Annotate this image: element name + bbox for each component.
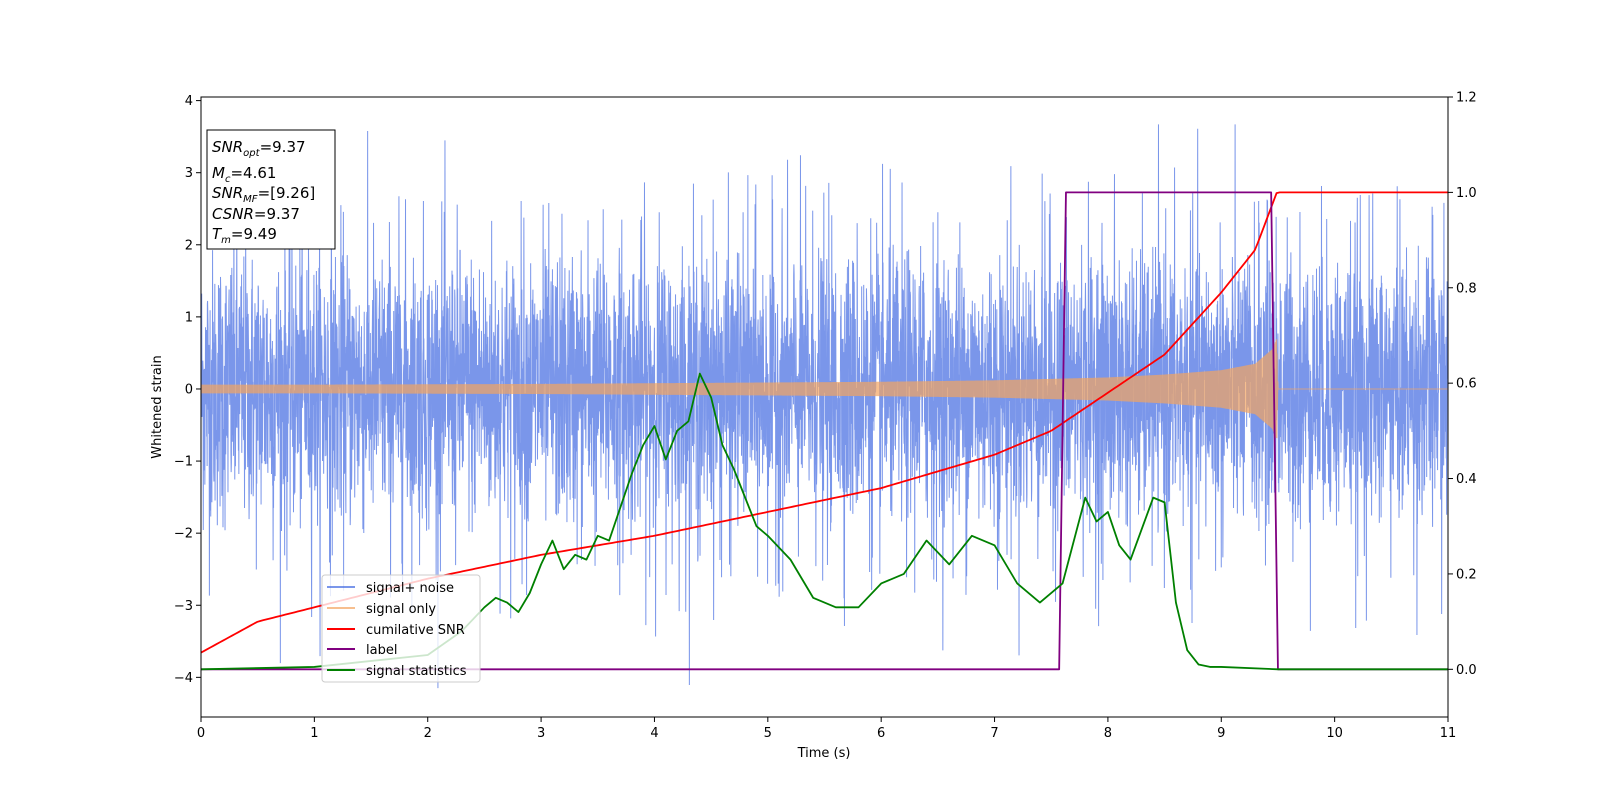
legend-label-cumulative-snr: cumilative SNR <box>366 623 465 638</box>
y-left-tick-label-5: 1 <box>185 310 193 325</box>
x-tick-label-6: 6 <box>877 726 885 741</box>
info-box-frame <box>206 129 336 250</box>
info-box: SNRopt=9.37 Mc=4.61 SNRMF=[9.26] CSNR=9.… <box>206 129 336 250</box>
y-right-tick-label-2: 0.4 <box>1456 472 1477 487</box>
y-left-tick-label-2: −2 <box>174 527 193 542</box>
y-left-tick-label-3: −1 <box>174 455 193 470</box>
y-left-tick-label-4: 0 <box>185 382 193 397</box>
y-right-tick-label-4: 0.8 <box>1456 281 1477 296</box>
y-right-tick-label-6: 1.2 <box>1456 91 1477 106</box>
legend-label-signal-only: signal only <box>366 602 436 617</box>
axes-layer: 0 1 2 3 4 5 6 7 8 9 10 11 −4 −3 −2 −1 0 1 2 3 4 0.0 0.2 0.4 0.6 0… <box>174 91 1477 742</box>
legend-frame <box>321 574 481 683</box>
y-left-tick-label-7: 3 <box>185 166 193 181</box>
x-tick-label-7: 7 <box>990 726 998 741</box>
y-right-tick-label-1: 0.2 <box>1456 567 1477 582</box>
x-tick-label-4: 4 <box>650 726 658 741</box>
legend-label-signal-statistics: signal statistics <box>366 664 467 679</box>
y-left-tick-label-1: −3 <box>174 599 193 614</box>
y-left-tick-label-6: 2 <box>185 238 193 253</box>
x-tick-label-9: 9 <box>1217 726 1225 741</box>
x-tick-label-2: 2 <box>424 726 432 741</box>
info-snr-mf: SNRMF=[9.26] <box>212 184 315 205</box>
x-axis-label: Time (s) <box>797 746 851 761</box>
info-snr-opt: SNRopt=9.37 <box>212 138 306 159</box>
x-tick-label-1: 1 <box>310 726 318 741</box>
y-left-tick-label-8: 4 <box>185 94 193 109</box>
y-axis-label: Whitened strain <box>150 355 165 458</box>
info-csnr: CSNR=9.37 <box>212 205 300 223</box>
series-signal-statistics <box>201 372 1448 671</box>
x-tick-label-3: 3 <box>537 726 545 741</box>
series-signal-only <box>201 339 1448 439</box>
x-tick-label-0: 0 <box>197 726 205 741</box>
x-tick-label-8: 8 <box>1104 726 1112 741</box>
y-right-tick-label-3: 0.6 <box>1456 377 1477 392</box>
y-right-tick-label-0: 0.0 <box>1456 663 1477 678</box>
x-tick-label-10: 10 <box>1326 726 1343 741</box>
info-tm: Tm=9.49 <box>212 225 277 246</box>
info-mc: Mc=4.61 <box>212 164 276 185</box>
x-tick-label-11: 11 <box>1440 726 1457 741</box>
plot-frame <box>200 96 1449 718</box>
legend-label-signal-noise: signal+ noise <box>366 581 454 596</box>
x-tick-label-5: 5 <box>764 726 772 741</box>
y-left-tick-label-0: −4 <box>174 671 193 686</box>
legend: signal+ noise signal only cumilative SNR… <box>321 574 481 683</box>
y-right-tick-label-5: 1.0 <box>1456 186 1477 201</box>
legend-label-label: label <box>366 643 397 658</box>
